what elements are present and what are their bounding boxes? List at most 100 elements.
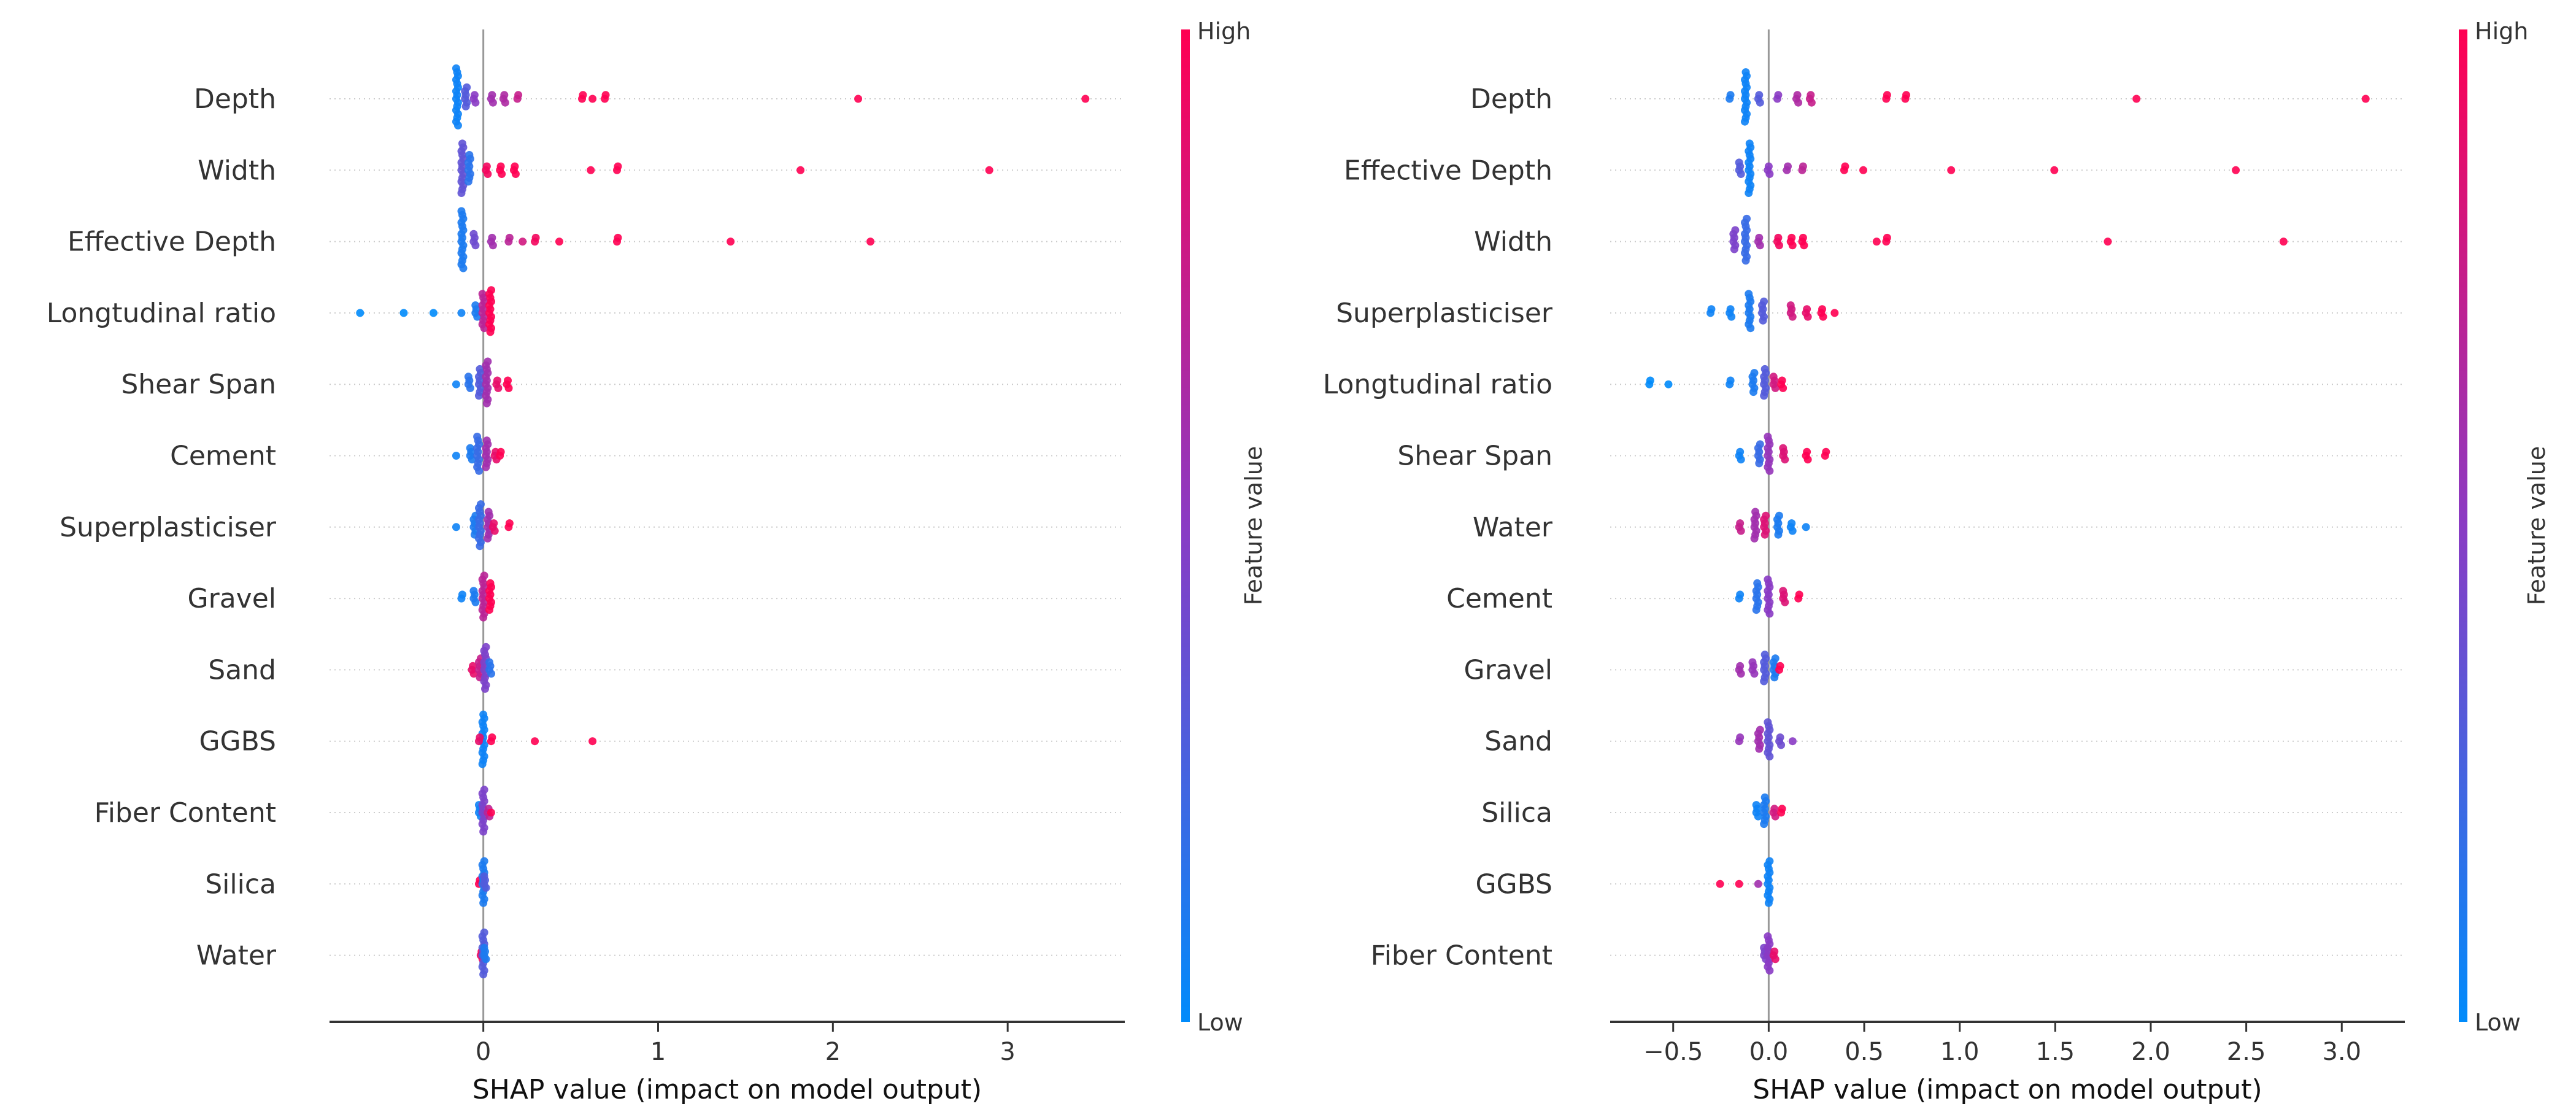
data-point [1726,305,1735,314]
data-point [1788,241,1797,250]
data-point [484,508,493,516]
data-point [1776,733,1784,741]
data-point [469,662,477,670]
data-point [471,301,480,309]
data-point [452,452,460,460]
data-point [1756,98,1764,107]
data-point [1765,609,1774,618]
data-point [579,91,587,99]
feature-label: Water [196,940,277,972]
feature-row-width [1729,214,2288,265]
data-point [1760,530,1769,539]
data-point [1754,879,1762,888]
data-point [1736,590,1745,599]
data-point [1807,91,1815,99]
data-point [1803,447,1811,456]
feature-row-ggbs [1716,857,1774,907]
data-point [482,463,490,471]
data-point [1745,139,1754,148]
x-tick-label: 1.0 [1940,1038,1980,1066]
data-point [1726,376,1735,385]
data-point [480,786,488,794]
data-point [531,737,539,746]
data-point [1727,312,1736,321]
feature-label: Width [1474,226,1552,258]
feature-label: Superplasticiser [1336,298,1553,329]
feature-label: Sand [1484,726,1552,757]
feature-row-shear-span [1735,433,1830,475]
data-point [1779,444,1787,452]
data-point [1750,534,1759,543]
data-point [471,98,480,107]
data-point [1760,651,1769,659]
data-point [1756,725,1764,734]
data-point [429,309,438,317]
feature-row-silica [474,857,490,907]
data-point [1764,162,1773,171]
data-point [498,170,506,178]
data-point [1803,455,1812,464]
data-point [1748,658,1757,667]
data-point [480,943,488,952]
feature-label: Sand [208,654,276,686]
colorbar-high-label: High [2475,18,2528,45]
data-point [458,590,466,599]
feature-label: Gravel [1464,654,1552,686]
feature-label: Silica [205,868,276,900]
data-point [505,519,514,528]
data-point [488,733,496,741]
data-point [490,527,499,535]
data-point [473,433,482,441]
data-point [1784,162,1792,171]
data-point [588,737,597,746]
data-point [482,884,490,892]
data-point [1778,805,1786,813]
data-point [476,542,484,551]
feature-row-effective-depth [1735,139,2240,197]
data-point [1760,297,1768,306]
data-point [356,309,364,317]
data-point [1779,587,1787,595]
data-point [482,955,490,964]
feature-row-superplasticiser [1706,290,1839,333]
data-point [452,64,460,72]
data-point [1765,466,1774,475]
data-point [1736,519,1745,528]
data-point [1765,170,1774,178]
x-axis-title: SHAP value (impact on model output) [472,1074,982,1105]
feature-label: Longtudinal ratio [1323,369,1552,400]
data-point [476,500,485,509]
data-point [1775,511,1783,520]
feature-label: Width [198,155,276,186]
data-point [476,733,484,741]
data-point [500,91,509,99]
data-point [614,233,622,242]
data-point [1807,98,1816,107]
data-point [1819,312,1827,321]
data-point [1776,662,1784,670]
data-point [1755,233,1764,242]
feature-label: Fiber Content [94,797,276,829]
data-point [452,380,460,388]
data-point [1746,324,1755,333]
data-point [727,238,735,246]
data-point [1760,392,1768,400]
data-point [484,170,492,178]
data-point [482,643,490,651]
data-point [1859,166,1868,174]
data-point [1764,433,1772,441]
data-point [1788,737,1797,746]
x-tick-label: 0 [476,1038,491,1066]
data-point [2050,166,2059,174]
data-point [1947,166,1956,174]
data-point [471,598,480,606]
feature-row-sand [1735,718,1797,760]
data-point [479,899,488,907]
x-tick-label: 2.0 [2131,1038,2170,1066]
data-point [1751,508,1760,516]
data-point [1737,170,1745,178]
data-point [2132,95,2141,103]
data-point [1731,226,1740,234]
data-point [1745,290,1753,298]
